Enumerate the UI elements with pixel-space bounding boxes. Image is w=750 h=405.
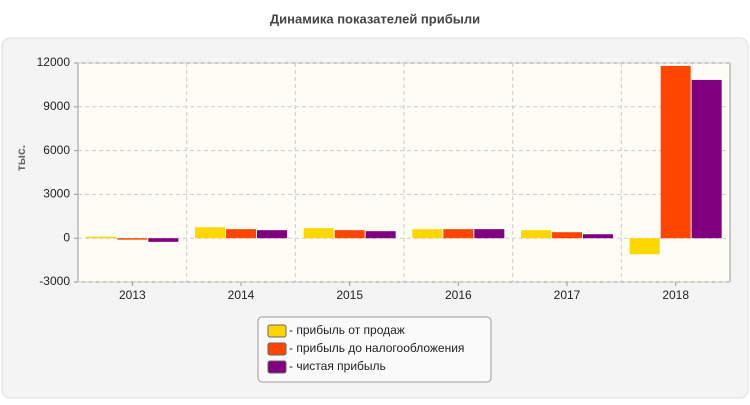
legend-label: - прибыль до налогообложения <box>289 341 464 355</box>
legend-label: - чистая прибыль <box>289 359 386 373</box>
bar <box>583 234 613 239</box>
bar <box>629 238 660 255</box>
bar <box>365 231 396 239</box>
y-tick-label: 0 <box>63 230 70 244</box>
legend-swatch <box>267 324 287 338</box>
bar <box>86 236 117 239</box>
bar <box>474 229 505 239</box>
y-tick-label: 3000 <box>43 187 70 201</box>
bar <box>334 230 365 239</box>
bar <box>691 79 722 239</box>
bar <box>257 230 287 239</box>
bar <box>148 238 179 242</box>
x-tick-label: 2014 <box>228 288 255 302</box>
x-tick-label: 2016 <box>445 288 472 302</box>
y-tick-label: 6000 <box>43 143 70 157</box>
y-tick-label: 9000 <box>43 99 70 113</box>
x-tick-label: 2015 <box>336 288 363 302</box>
bar <box>552 232 582 239</box>
y-tick-label: 12000 <box>37 55 71 69</box>
bar <box>660 65 691 239</box>
bar <box>117 238 148 240</box>
legend-swatch <box>267 342 287 356</box>
y-tick-label: -3000 <box>39 274 70 288</box>
x-tick-label: 2013 <box>119 288 146 302</box>
bar <box>521 230 551 239</box>
bar <box>443 229 474 239</box>
legend-swatch <box>267 360 287 374</box>
bar <box>226 229 256 239</box>
bar <box>412 229 443 239</box>
x-tick-label: 2017 <box>554 288 581 302</box>
chart-title: Динамика показателей прибыли <box>270 11 480 26</box>
y-axis-label: тыс. <box>14 145 28 171</box>
bar <box>195 227 225 239</box>
x-tick-label: 2018 <box>662 288 689 302</box>
legend-label: - прибыль от продаж <box>289 323 405 337</box>
bar <box>303 228 334 239</box>
legend-box <box>257 316 492 383</box>
